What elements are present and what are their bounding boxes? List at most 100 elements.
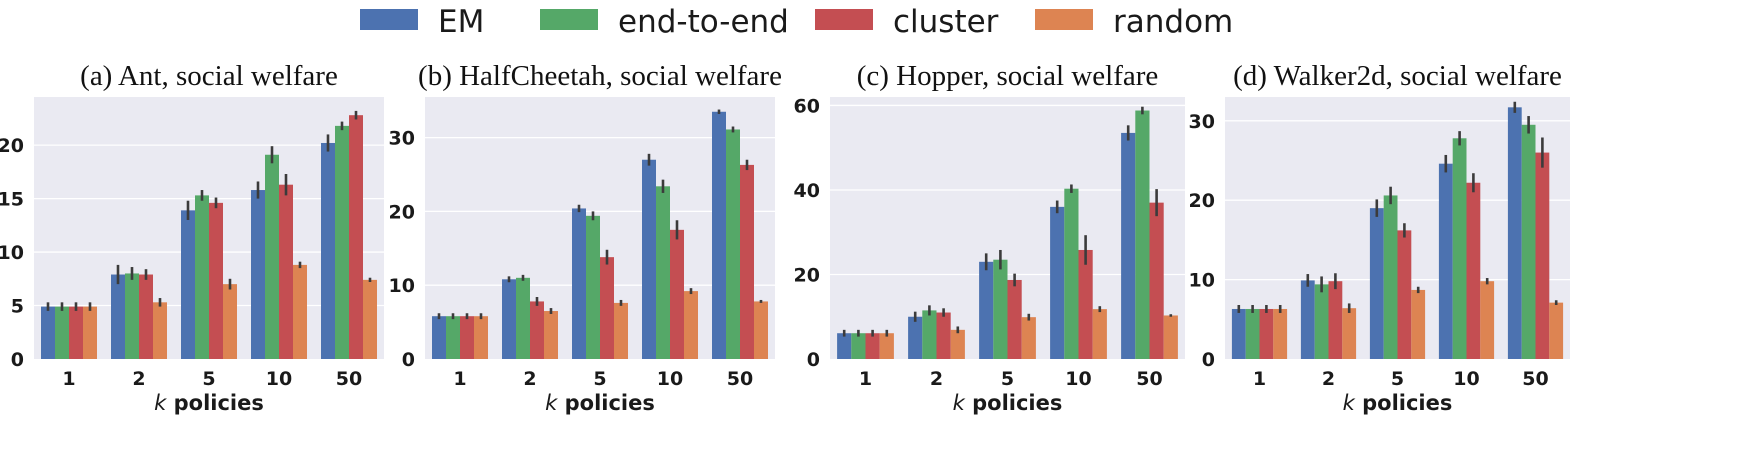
bar-cluster-1 <box>460 316 474 359</box>
bar-em-10 <box>1050 206 1065 359</box>
x-tick-label: 1 <box>453 368 466 390</box>
bar-random-5 <box>1021 317 1036 359</box>
x-tick-label: 10 <box>1065 368 1091 390</box>
bar-em-1 <box>41 306 55 359</box>
bar-random-10 <box>684 291 698 359</box>
bar-end-to-end-50 <box>1135 110 1150 359</box>
x-tick-label: 5 <box>202 368 215 390</box>
bar-em-50 <box>712 111 726 360</box>
panel-title: (c) Hopper, social welfare <box>857 60 1159 92</box>
legend-swatch-end-to-end <box>540 9 598 30</box>
bar-end-to-end-1 <box>1245 308 1260 359</box>
legend-swatch-em <box>360 9 418 30</box>
x-tick-label: 50 <box>1522 368 1548 390</box>
x-axis-label: k policies <box>953 391 1063 415</box>
bar-cluster-2 <box>530 301 544 359</box>
bar-random-2 <box>1342 308 1357 359</box>
bar-end-to-end-1 <box>55 306 69 359</box>
x-tick-label: 50 <box>727 368 753 390</box>
bar-end-to-end-2 <box>922 310 937 359</box>
bar-random-10 <box>1092 309 1107 359</box>
bar-cluster-10 <box>1466 182 1481 359</box>
y-tick-label: 20 <box>1189 190 1215 212</box>
bar-cluster-50 <box>349 115 363 359</box>
bar-random-5 <box>1411 289 1426 359</box>
bar-random-1 <box>474 316 488 359</box>
x-tick-label: 10 <box>266 368 292 390</box>
bar-end-to-end-10 <box>656 186 670 359</box>
legend-label-random: random <box>1113 4 1233 40</box>
y-tick-label: 30 <box>1189 111 1215 133</box>
x-tick-label: 2 <box>523 368 536 390</box>
bar-em-2 <box>111 274 125 359</box>
bar-em-10 <box>251 190 265 359</box>
x-tick-label: 2 <box>1322 368 1335 390</box>
bar-em-50 <box>1121 132 1136 359</box>
x-tick-label: 50 <box>1136 368 1162 390</box>
y-tick-label: 10 <box>0 242 24 264</box>
bar-em-1 <box>1231 308 1246 359</box>
y-tick-label: 20 <box>0 135 24 157</box>
bar-em-10 <box>642 159 656 359</box>
chart-panel-2: 0 10 20 30 1 2 5 10 50 k policies (b) HalfCheetah,… <box>389 60 782 415</box>
legend: EM end-to-end cluster random <box>360 4 1233 40</box>
y-tick-label: 0 <box>11 349 24 371</box>
x-tick-label: 5 <box>1001 368 1014 390</box>
bar-cluster-2 <box>936 312 951 359</box>
bar-cluster-1 <box>1259 308 1274 359</box>
bar-em-10 <box>1438 163 1453 359</box>
chart-panel-4: 0 10 20 30 1 2 5 10 50 k policies (d) Walker2d, so… <box>1189 60 1570 415</box>
legend-swatch-cluster <box>815 9 873 30</box>
bar-cluster-2 <box>139 274 153 359</box>
bar-random-2 <box>544 311 558 359</box>
legend-label-em: EM <box>438 4 484 40</box>
bar-random-5 <box>614 302 628 359</box>
y-tick-label: 20 <box>389 201 415 223</box>
x-tick-label: 2 <box>132 368 145 390</box>
bar-end-to-end-1 <box>851 333 866 359</box>
x-tick-label: 10 <box>1453 368 1479 390</box>
y-tick-label: 0 <box>1202 349 1215 371</box>
bar-em-2 <box>502 279 516 359</box>
panel-title: (a) Ant, social welfare <box>80 60 338 92</box>
bar-cluster-1 <box>865 333 880 359</box>
bar-end-to-end-50 <box>1521 124 1536 360</box>
bar-em-5 <box>572 208 586 359</box>
bar-random-50 <box>363 279 377 359</box>
bar-em-50 <box>321 142 335 359</box>
bar-end-to-end-1 <box>446 316 460 359</box>
bar-end-to-end-2 <box>1314 284 1329 359</box>
bar-cluster-2 <box>1328 281 1343 359</box>
bar-random-10 <box>293 264 307 359</box>
y-tick-label: 0 <box>402 349 415 371</box>
bar-end-to-end-5 <box>1383 195 1398 359</box>
x-tick-label: 5 <box>1391 368 1404 390</box>
bar-random-1 <box>879 333 894 359</box>
bar-random-2 <box>153 302 167 359</box>
bar-random-1 <box>83 306 97 359</box>
bar-cluster-5 <box>209 202 223 359</box>
bar-end-to-end-5 <box>586 215 600 359</box>
bar-end-to-end-50 <box>335 125 349 359</box>
bar-cluster-5 <box>600 257 614 359</box>
y-tick-label: 10 <box>389 275 415 297</box>
legend-swatch-random <box>1035 9 1093 30</box>
x-tick-label: 5 <box>593 368 606 390</box>
y-tick-label: 30 <box>389 128 415 150</box>
y-tick-label: 40 <box>794 180 820 202</box>
x-tick-label: 1 <box>62 368 75 390</box>
bar-end-to-end-10 <box>1064 188 1079 359</box>
y-tick-label: 20 <box>794 264 820 286</box>
bar-end-to-end-10 <box>1452 138 1467 359</box>
bar-cluster-50 <box>740 164 754 359</box>
bar-random-10 <box>1480 281 1495 359</box>
bar-cluster-1 <box>69 306 83 359</box>
y-tick-label: 10 <box>1189 270 1215 292</box>
bar-cluster-10 <box>279 184 293 359</box>
x-tick-label: 1 <box>859 368 872 390</box>
bar-random-2 <box>950 329 965 359</box>
bar-end-to-end-2 <box>516 277 530 359</box>
bar-cluster-50 <box>1535 152 1550 359</box>
bar-em-2 <box>1300 280 1315 359</box>
